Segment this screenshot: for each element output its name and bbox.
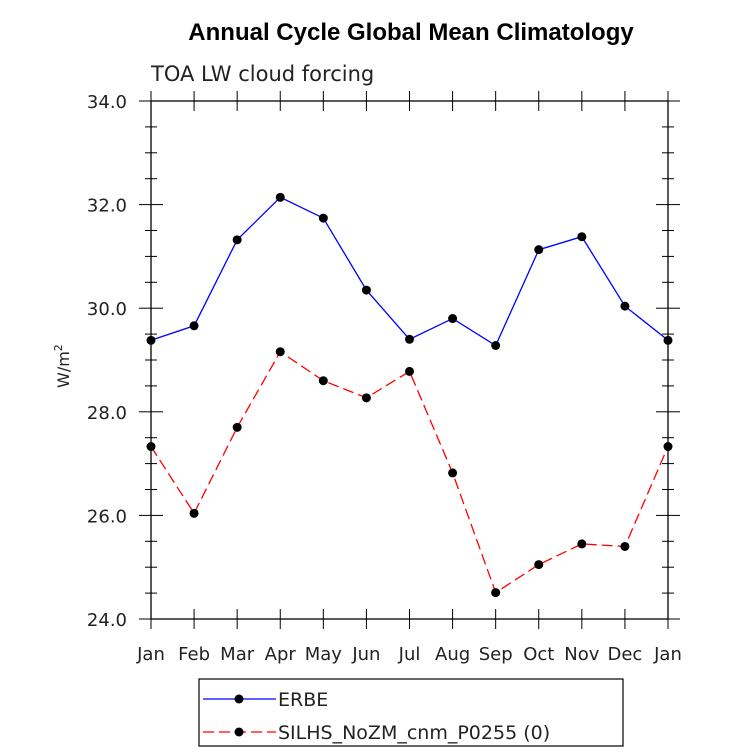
x-tick-label: Sep: [479, 644, 513, 665]
series-line-0: [150, 196, 669, 347]
plot-frame: [150, 100, 669, 620]
x-tick-label: Jan: [136, 644, 165, 665]
chart-title: Annual Cycle Global Mean Climatology: [188, 19, 634, 46]
data-point: [275, 347, 285, 357]
x-tick-labels: Jan Feb Mar Apr May Jun Jul Aug Sep Oct Nov Dec Jan: [136, 644, 682, 665]
x-tick-label: Jul: [398, 644, 421, 665]
y-axis-label-text: W/m2: [52, 344, 73, 388]
x-tick-label: Nov: [564, 644, 599, 665]
data-point: [534, 560, 544, 570]
legend-label: ERBE: [278, 689, 328, 711]
data-point: [620, 301, 630, 311]
x-tick-label: Jan: [653, 644, 682, 665]
data-point: [189, 321, 199, 331]
data-point: [491, 340, 501, 350]
data-point: [189, 508, 199, 518]
data-point: [491, 588, 501, 598]
data-point: [146, 442, 156, 452]
y-tick-label: 32.0: [87, 196, 127, 217]
data-point: [577, 232, 587, 242]
x-tick-label: Feb: [178, 644, 210, 665]
x-tick-label: Apr: [265, 644, 297, 665]
x-tick-label: Aug: [435, 644, 470, 665]
data-point: [361, 285, 371, 295]
legend-marker: [234, 727, 244, 737]
data-point: [534, 245, 544, 255]
y-tick-label: 30.0: [87, 299, 127, 320]
data-point: [448, 468, 458, 478]
data-point: [232, 235, 242, 245]
data-point: [405, 334, 414, 344]
data-point: [663, 335, 673, 345]
x-tick-label: May: [305, 644, 343, 665]
legend-marker: [234, 694, 244, 704]
data-point: [577, 539, 587, 549]
series-line-1: [150, 350, 669, 594]
legend-label: SILHS_NoZM_cnm_P0255 (0): [278, 722, 550, 744]
x-tick-label: Mar: [220, 644, 255, 665]
y-tick-label: 28.0: [87, 403, 127, 424]
data-point: [146, 335, 156, 345]
axis-ticks: [139, 91, 680, 629]
data-point: [448, 314, 458, 324]
y-axis-label: W/m2: [52, 344, 73, 388]
x-tick-label: Dec: [607, 644, 642, 665]
legend-box: [198, 678, 624, 747]
y-axis-label-unit: W/m: [54, 351, 73, 388]
data-point: [361, 393, 371, 403]
data-point: [663, 442, 673, 452]
y-tick-label: 24.0: [87, 610, 127, 631]
y-axis-label-exponent: 2: [52, 344, 65, 351]
data-point: [620, 541, 630, 551]
y-tick-labels: 24.0 26.0 28.0 30.0 32.0 34.0: [87, 92, 127, 631]
chart-subtitle: TOA LW cloud forcing: [150, 62, 374, 86]
x-tick-label: Jun: [351, 644, 380, 665]
data-point: [318, 376, 328, 386]
x-tick-label: Oct: [523, 644, 554, 665]
data-point: [232, 422, 242, 432]
data-point: [318, 213, 328, 223]
y-tick-label: 34.0: [87, 92, 127, 113]
data-point: [405, 366, 414, 376]
data-point: [275, 192, 285, 202]
y-tick-label: 26.0: [87, 506, 127, 527]
legend: ERBE SILHS_NoZM_cnm_P0255 (0): [203, 689, 550, 744]
series-layer: [146, 192, 673, 598]
